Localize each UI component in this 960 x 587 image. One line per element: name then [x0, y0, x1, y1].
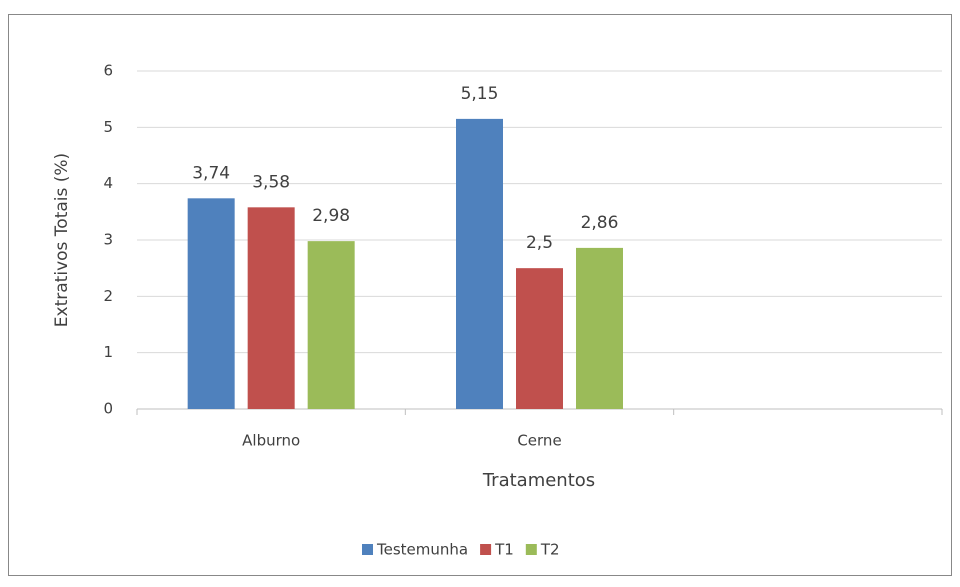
y-tick-label: 2 [103, 287, 113, 305]
data-label: 2,5 [526, 233, 553, 253]
x-axis-label: Tratamentos [482, 470, 595, 491]
bar [456, 118, 503, 409]
data-label: 3,74 [192, 163, 230, 183]
data-label: 2,98 [312, 206, 350, 226]
y-tick-label: 1 [103, 343, 113, 361]
legend-label: T1 [494, 541, 514, 559]
bar [307, 241, 355, 409]
y-tick-label: 3 [103, 231, 113, 249]
legend-swatch [480, 544, 492, 555]
bar [516, 268, 563, 409]
x-tick-label: Cerne [517, 432, 561, 450]
bar [247, 207, 295, 409]
legend-label: T2 [540, 541, 560, 559]
x-tick-label: Alburno [242, 432, 300, 450]
legend-label: Testemunha [376, 541, 468, 559]
bar [187, 198, 235, 409]
y-tick-label: 6 [103, 62, 113, 80]
legend-swatch [525, 544, 537, 555]
data-label: 2,86 [581, 213, 619, 233]
y-tick-label: 4 [103, 174, 113, 192]
y-tick-label: 5 [103, 118, 113, 136]
bar [576, 247, 623, 409]
y-axis-label: Extrativos Totais (%) [52, 153, 72, 327]
data-label: 3,58 [252, 172, 290, 192]
data-label: 5,15 [461, 84, 499, 104]
y-tick-label: 0 [103, 400, 113, 418]
legend-swatch [362, 544, 373, 555]
